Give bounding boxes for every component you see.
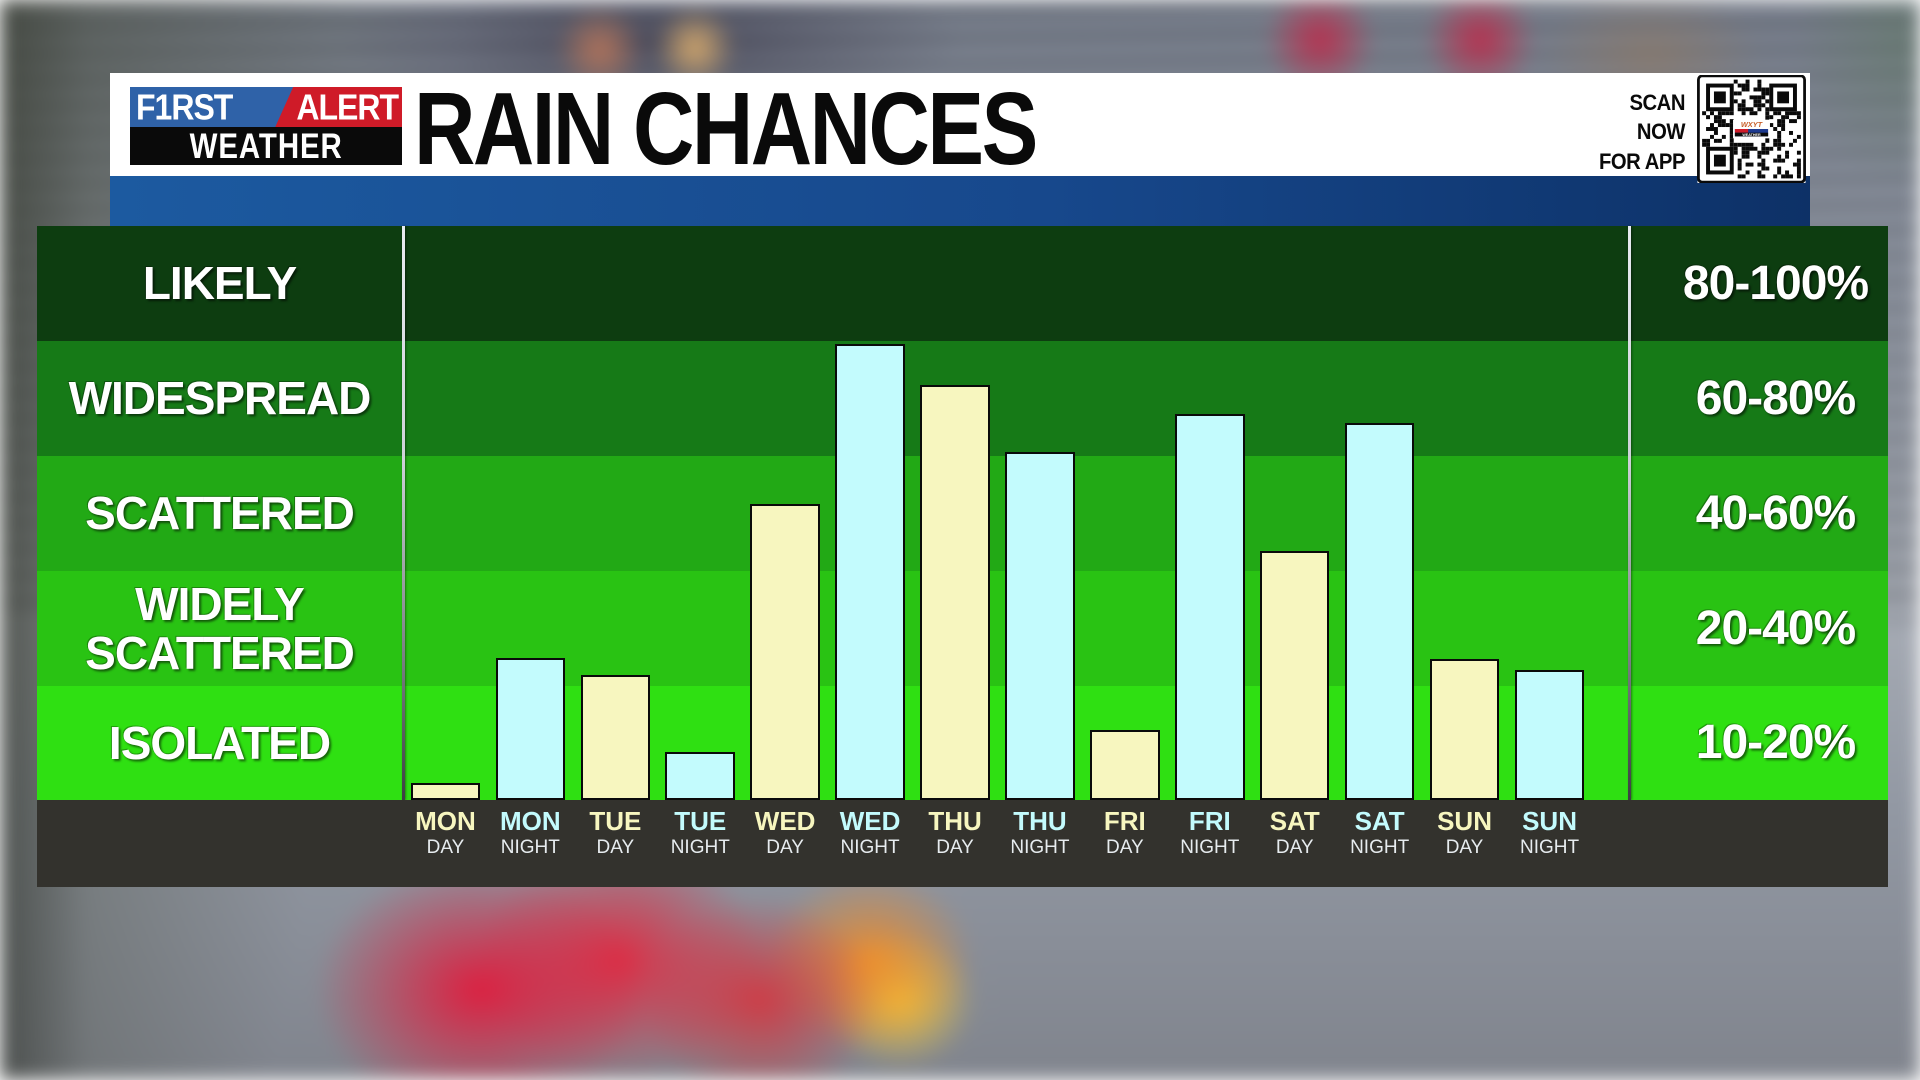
svg-text:WEATHER: WEATHER — [1742, 133, 1761, 137]
svg-text:WXYT: WXYT — [1741, 120, 1764, 129]
